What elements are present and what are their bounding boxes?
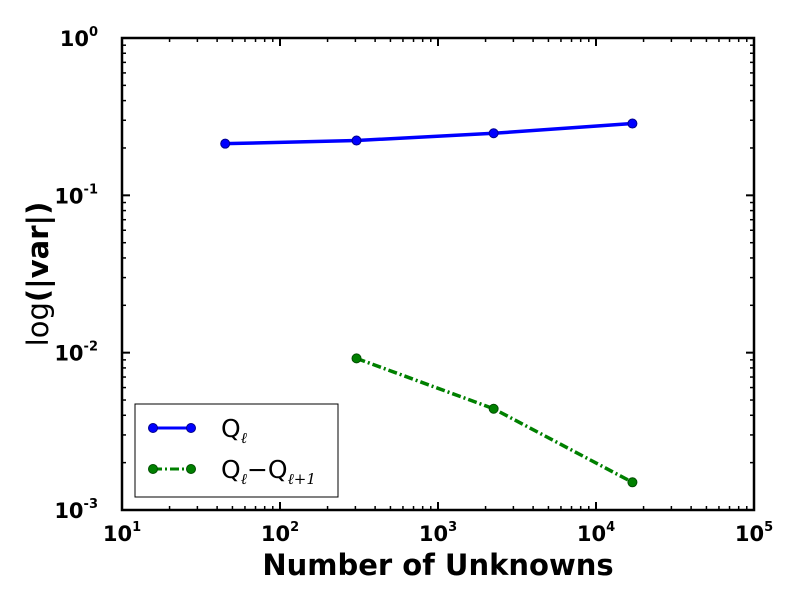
legend-label-series-1: Qℓ <box>221 414 247 447</box>
y-axis-title-main: (|var|) <box>21 202 55 302</box>
legend-label-series-1-main: Q <box>221 414 241 443</box>
y-axis-title: log(|var|) <box>21 202 55 347</box>
series-2-point <box>488 403 499 414</box>
legend-label-series-1-sub: ℓ <box>241 429 247 447</box>
series-line-1 <box>225 121 633 146</box>
x-tick-label: 104 <box>577 520 615 546</box>
series-1-point <box>220 138 231 149</box>
x-tick-label: 105 <box>735 520 773 546</box>
legend-label-series-2-sub2: ℓ+1 <box>288 470 316 488</box>
y-tick-label: 10-3 <box>54 497 98 523</box>
legend-marker-series-2a <box>148 464 158 474</box>
legend-label-series-2-sub: ℓ <box>241 470 247 488</box>
legend: Qℓ Qℓ−Qℓ+1 <box>134 403 339 498</box>
series-layer <box>220 118 638 488</box>
x-tick-label: 103 <box>419 520 457 546</box>
series-2-point <box>627 477 638 488</box>
legend-marker-series-1b <box>186 423 196 433</box>
y-tick-label: 10-2 <box>54 340 98 366</box>
legend-label-series-2: Qℓ−Qℓ+1 <box>221 455 316 488</box>
legend-label-series-2-mid: −Q <box>247 455 288 484</box>
plot-frame <box>120 36 756 512</box>
y-tick-label: 100 <box>60 25 98 51</box>
legend-frame <box>134 403 339 498</box>
x-tick-label: 102 <box>261 520 299 546</box>
tick-labels: 101 102 103 104 105 10-3 10-2 10-1 100 <box>54 25 773 546</box>
legend-marker-series-1a <box>148 423 158 433</box>
series-line-2 <box>355 356 634 484</box>
legend-label-series-2-main: Q <box>221 455 241 484</box>
series-1-point <box>488 128 499 139</box>
x-tick-label: 101 <box>103 520 141 546</box>
x-axis-title: Number of Unknowns <box>262 548 613 582</box>
series-2-point <box>351 353 362 364</box>
y-tick-label: 10-1 <box>54 182 98 208</box>
series-1-point <box>351 135 362 146</box>
legend-marker-series-2b <box>186 464 196 474</box>
series-1-point <box>627 118 638 129</box>
y-axis-title-prefix: log <box>21 302 55 346</box>
